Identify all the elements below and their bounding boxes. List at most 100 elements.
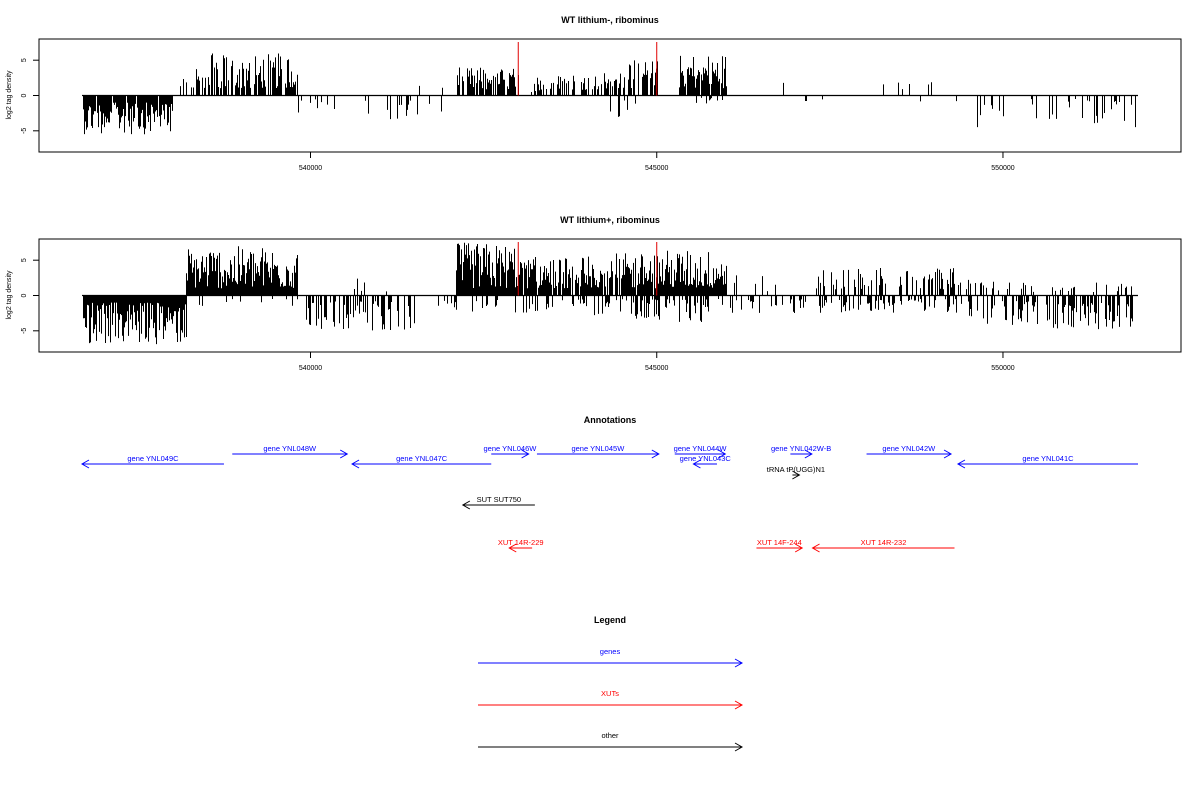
bar-segment	[819, 295, 969, 313]
legend-arrowhead	[734, 742, 744, 752]
bar-segment	[456, 242, 519, 296]
feature-label: tRNA tP(UGG)N1	[767, 465, 825, 474]
legend: Legend genes XUTs other	[478, 615, 744, 752]
bar-segment	[196, 53, 298, 96]
feature-gene-ynl046w: gene YNL046W	[484, 444, 538, 459]
axis-ticks: -5 0 5 540000 545000 550000	[21, 258, 1015, 372]
bar-segment	[354, 278, 387, 296]
bar-segment	[523, 295, 587, 313]
panel-lithium-plus: WT lithium+, ribominus log2 tag density …	[6, 215, 1182, 372]
bar-segment	[83, 295, 187, 345]
feature-gene-ynl043c: gene YNL043C	[680, 454, 732, 469]
bar-segment	[518, 256, 588, 296]
x-tick-label: 540000	[299, 165, 322, 172]
bar-segment	[186, 246, 298, 296]
annotations-track: Annotations gene YNL049C gene YNL048W gene…	[80, 415, 1138, 553]
feature-label: gene YNL045W	[571, 444, 625, 453]
feature-arrowhead	[811, 543, 820, 553]
legend-item-xuts: XUTs	[478, 689, 744, 710]
marker-lines	[517, 42, 658, 96]
legend-label: other	[601, 731, 619, 740]
bar-segment	[805, 95, 921, 102]
x-tick-label: 550000	[991, 165, 1014, 172]
bar-segment	[83, 95, 173, 135]
bar-segment	[457, 67, 516, 96]
feature-label: gene YNL042W	[882, 444, 936, 453]
marker-lines	[517, 242, 658, 296]
feature-arrowhead	[80, 459, 90, 469]
bar-segment	[730, 295, 806, 313]
legend-label: genes	[600, 647, 621, 656]
feature-gene-ynl041c: gene YNL041C	[956, 454, 1138, 469]
bar-segment	[199, 295, 298, 306]
legend-item-other: other	[478, 731, 744, 752]
y-tick-label: 5	[21, 58, 28, 62]
annotations-title: Annotations	[584, 415, 637, 425]
x-tick-label: 540000	[299, 365, 322, 372]
feature-gene-ynl048w: gene YNL048W	[232, 444, 349, 459]
feature-arrowhead	[956, 459, 966, 469]
legend-items: genes XUTs other	[478, 647, 744, 752]
feature-label: XUT 14R-232	[861, 538, 907, 547]
feature-gene-ynl047c: gene YNL047C	[351, 454, 492, 469]
bar-segment	[968, 295, 1133, 330]
bar-segment	[629, 60, 658, 96]
bar-segment	[657, 250, 727, 296]
bar-segment	[883, 82, 932, 96]
feature-gene-ynl045w: gene YNL045W	[536, 444, 660, 459]
feature-arrowhead	[461, 500, 471, 510]
y-tick-label: 0	[21, 293, 28, 297]
feature-label: XUT 14R-229	[498, 538, 544, 547]
axis-ticks: -5 0 5 540000 545000 550000	[21, 58, 1015, 172]
feature-label: gene YNL047C	[396, 454, 448, 463]
y-axis-label: log2 tag density	[6, 70, 13, 120]
y-tick-label: 5	[21, 258, 28, 262]
feature-trna-tp-ugg-n1: tRNA tP(UGG)N1	[767, 465, 825, 480]
feature-xut-14r-232: XUT 14R-232	[811, 538, 955, 553]
y-tick-label: -5	[21, 328, 28, 334]
legend-item-genes: genes	[478, 647, 744, 668]
bar-segment	[438, 295, 456, 308]
bar-segment	[970, 281, 1132, 296]
legend-title: Legend	[594, 615, 626, 625]
feature-arrowhead	[718, 449, 727, 459]
feature-arrowhead	[651, 449, 660, 459]
bar-segment	[298, 95, 442, 120]
feature-gene-ynl042w: gene YNL042W	[866, 444, 953, 459]
bar-segment	[658, 295, 723, 322]
feature-gene-ynl049c: gene YNL049C	[80, 454, 224, 469]
bar-segment	[518, 75, 561, 96]
bar-segment	[419, 85, 443, 96]
bar-segment	[816, 267, 969, 296]
feature-arrowhead	[804, 449, 813, 459]
legend-label: XUTs	[601, 689, 619, 698]
bar-segment	[679, 55, 727, 96]
legend-arrowhead	[734, 700, 744, 710]
bar-segment	[456, 295, 516, 313]
bar-segment	[734, 275, 776, 296]
x-tick-label: 545000	[645, 165, 668, 172]
bar-segment	[180, 79, 194, 96]
feature-sut-sut750: SUT SUT750	[461, 495, 535, 510]
feature-arrowhead	[792, 470, 801, 480]
feature-arrowhead	[794, 543, 804, 553]
bar-segment	[588, 253, 658, 296]
feature-xut-14r-229: XUT 14R-229	[498, 538, 544, 553]
bar-segment	[610, 95, 636, 117]
panel-title: WT lithium-, ribominus	[561, 15, 659, 25]
y-tick-label: 0	[21, 93, 28, 97]
bar-segment	[560, 73, 629, 96]
feature-label: gene YNL049C	[127, 454, 179, 463]
feature-label: gene YNL046W	[484, 444, 538, 453]
feature-arrowhead	[943, 449, 953, 459]
x-tick-label: 545000	[645, 365, 668, 372]
feature-label: gene YNL043C	[680, 454, 732, 463]
y-axis-label: log2 tag density	[6, 270, 13, 320]
feature-label: gene YNL041C	[1022, 454, 1074, 463]
bar-segment	[594, 295, 658, 319]
feature-arrowhead	[521, 449, 530, 459]
feature-gene-ynl042w-b: gene YNL042W-B	[771, 444, 831, 459]
bar-segment	[696, 95, 723, 104]
feature-xut-14f-244: XUT 14F-244	[756, 538, 804, 553]
